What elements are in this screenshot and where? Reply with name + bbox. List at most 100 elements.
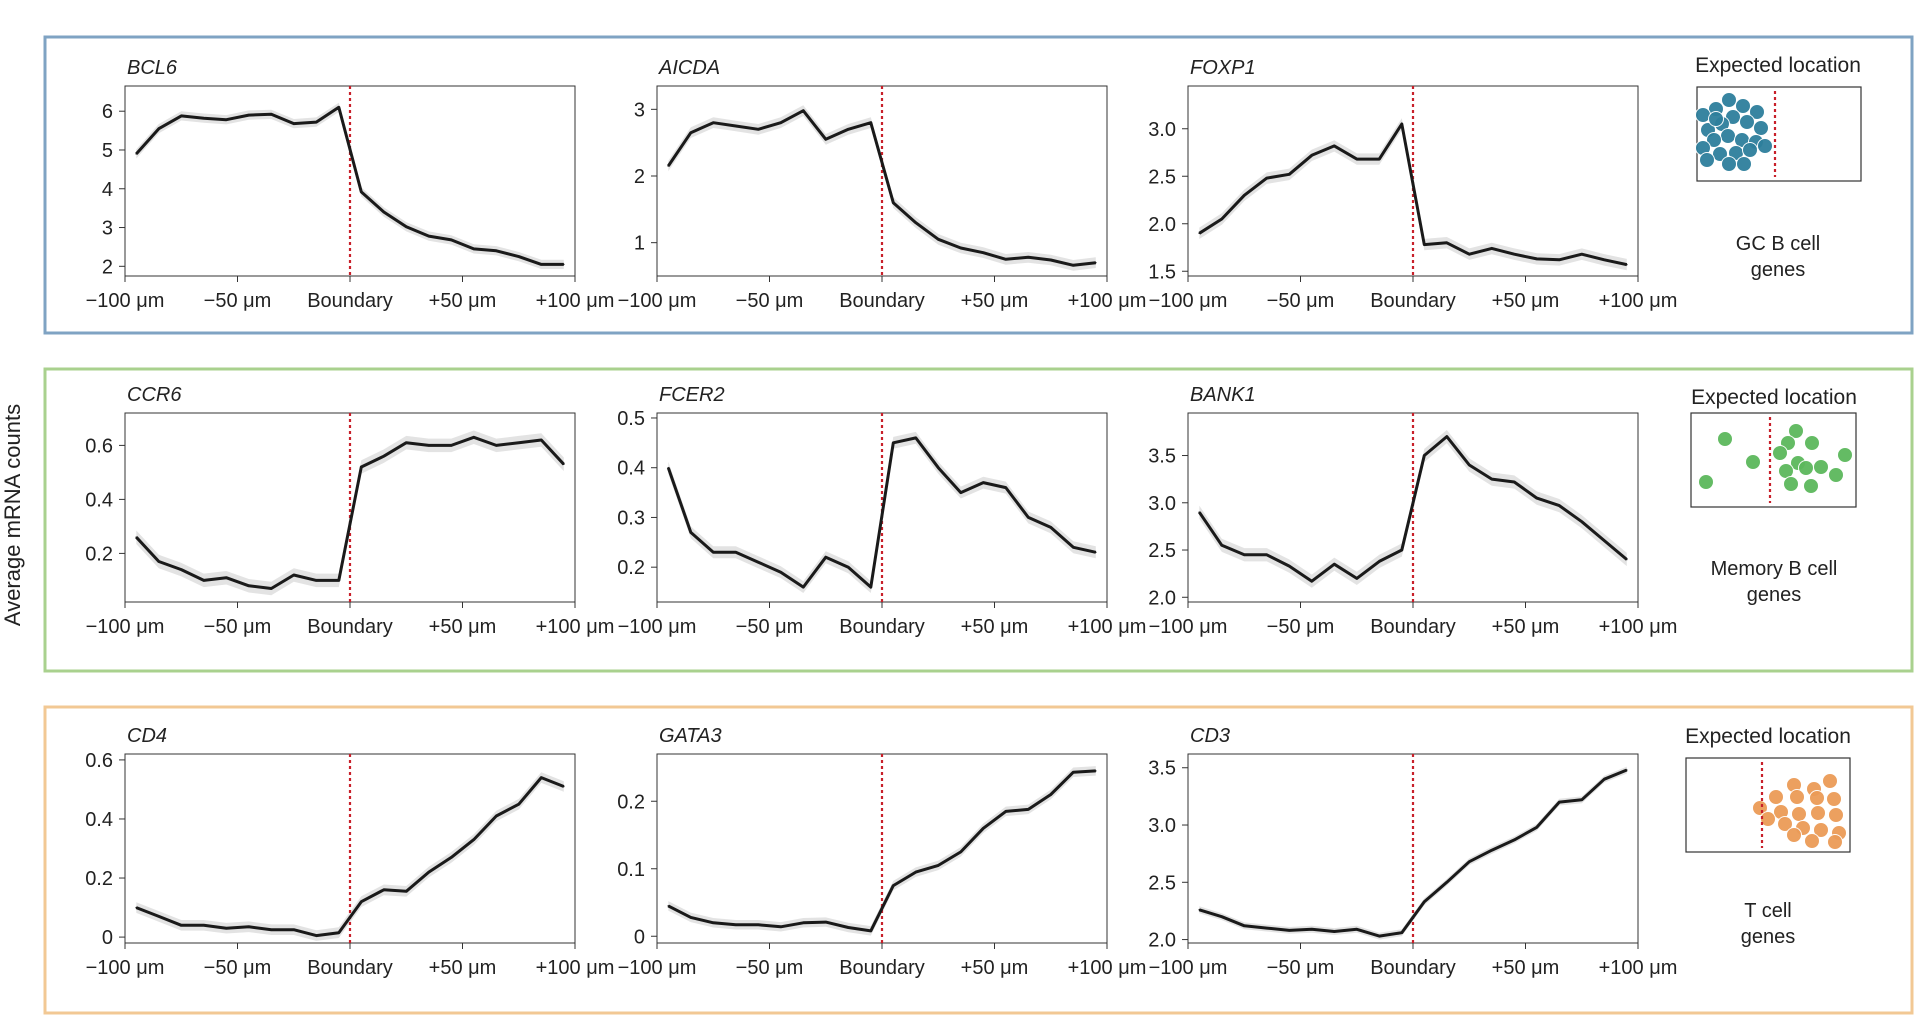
data-point	[202, 924, 205, 927]
data-point	[802, 586, 805, 588]
data-point	[937, 864, 940, 867]
data-point	[1333, 145, 1336, 147]
cell-dot	[1804, 833, 1820, 849]
data-point	[135, 906, 138, 909]
data-point	[959, 491, 962, 494]
cell-dot	[1749, 104, 1765, 120]
x-tick-label: +50 μm	[961, 290, 1029, 312]
data-point	[1490, 478, 1493, 480]
cell-type-caption: genes	[1751, 259, 1806, 281]
legend-box	[1685, 757, 1851, 853]
x-tick-label: −100 μm	[86, 957, 165, 979]
cell-dot	[1777, 816, 1793, 832]
data-point	[914, 871, 917, 873]
x-tick-label: −100 μm	[1149, 957, 1228, 979]
y-tick-label: 0	[634, 926, 645, 948]
cell-dot	[1757, 138, 1773, 154]
data-point	[1027, 516, 1030, 519]
data-point	[1265, 177, 1268, 179]
data-point	[1094, 261, 1097, 264]
data-point	[337, 931, 340, 934]
x-tick-label: Boundary	[839, 290, 925, 312]
data-point	[315, 121, 318, 123]
data-point	[1490, 247, 1493, 250]
x-tick-label: Boundary	[307, 616, 393, 638]
x-tick-label: −50 μm	[1267, 290, 1335, 312]
x-tick-label: +100 μm	[1599, 290, 1678, 312]
data-point	[427, 444, 430, 447]
y-tick-label: 3.5	[1148, 446, 1176, 468]
data-point	[734, 125, 737, 127]
data-point	[869, 586, 872, 588]
cell-dot	[1822, 773, 1838, 789]
x-tick-label: −50 μm	[736, 290, 804, 312]
gene-title: GATA3	[659, 725, 722, 747]
data-point	[1004, 486, 1007, 489]
data-point	[914, 437, 917, 439]
cell-dot	[1789, 789, 1805, 805]
data-point	[779, 121, 782, 124]
data-point	[247, 585, 250, 587]
gene-title: AICDA	[658, 57, 720, 79]
x-tick-label: +50 μm	[1492, 957, 1560, 979]
data-point	[914, 221, 917, 224]
data-point	[1603, 539, 1606, 542]
cell-type-caption: GC B cell	[1736, 233, 1820, 255]
y-tick-label: 3.0	[1148, 815, 1176, 837]
data-point	[1027, 256, 1030, 259]
data-point	[1513, 253, 1516, 255]
data-point	[712, 921, 715, 924]
gene-title: BANK1	[1190, 384, 1256, 406]
data-point	[1094, 770, 1097, 772]
gene-title: FOXP1	[1190, 57, 1256, 79]
x-tick-label: +50 μm	[1492, 290, 1560, 312]
data-point	[959, 247, 962, 249]
data-point	[202, 579, 205, 582]
y-tick-label: 2	[102, 256, 113, 278]
cell-dot	[1717, 431, 1733, 447]
chart-panel: 0 0.2 0.4 0.6 −100 μm −50 μm Boundary +50 μm +10…	[85, 725, 614, 979]
confidence-band	[1199, 118, 1627, 271]
data-point	[689, 131, 692, 134]
cell-dot	[1826, 791, 1842, 807]
cell-dot	[1752, 800, 1768, 816]
expected-location-legend: Expected location T cell genes	[1685, 725, 1851, 948]
x-tick-label: −50 μm	[1267, 957, 1335, 979]
data-point	[824, 138, 827, 141]
data-point	[1027, 808, 1030, 811]
x-tick-label: Boundary	[839, 957, 925, 979]
x-tick-label: Boundary	[1370, 957, 1456, 979]
x-tick-label: Boundary	[1370, 290, 1456, 312]
data-point	[135, 536, 138, 538]
data-point	[1049, 526, 1052, 529]
data-point	[982, 251, 985, 254]
series-line	[667, 109, 1096, 267]
data-point	[270, 587, 273, 590]
y-tick-label: 0.2	[85, 868, 113, 890]
data-point	[1310, 154, 1313, 157]
data-point	[292, 928, 295, 931]
data-point	[1625, 769, 1628, 771]
data-point	[1288, 929, 1291, 932]
x-tick-label: −50 μm	[1267, 616, 1335, 638]
data-point	[1198, 511, 1201, 514]
data-point	[1625, 558, 1628, 561]
y-tick-label: 0.4	[85, 489, 113, 511]
data-point	[450, 856, 453, 859]
x-tick-label: −100 μm	[1149, 290, 1228, 312]
data-point	[405, 890, 408, 893]
y-tick-label: 2.5	[1148, 540, 1176, 562]
data-point	[959, 851, 962, 853]
data-point	[824, 556, 827, 559]
data-point	[1049, 259, 1052, 261]
data-point	[1243, 194, 1246, 197]
y-tick-label: 3.0	[1148, 493, 1176, 515]
data-point	[712, 551, 715, 554]
confidence-band	[668, 105, 1096, 271]
series-line	[667, 769, 1096, 933]
data-point	[847, 566, 850, 568]
data-point	[779, 571, 782, 573]
x-tick-label: Boundary	[839, 616, 925, 638]
data-point	[1558, 801, 1561, 803]
